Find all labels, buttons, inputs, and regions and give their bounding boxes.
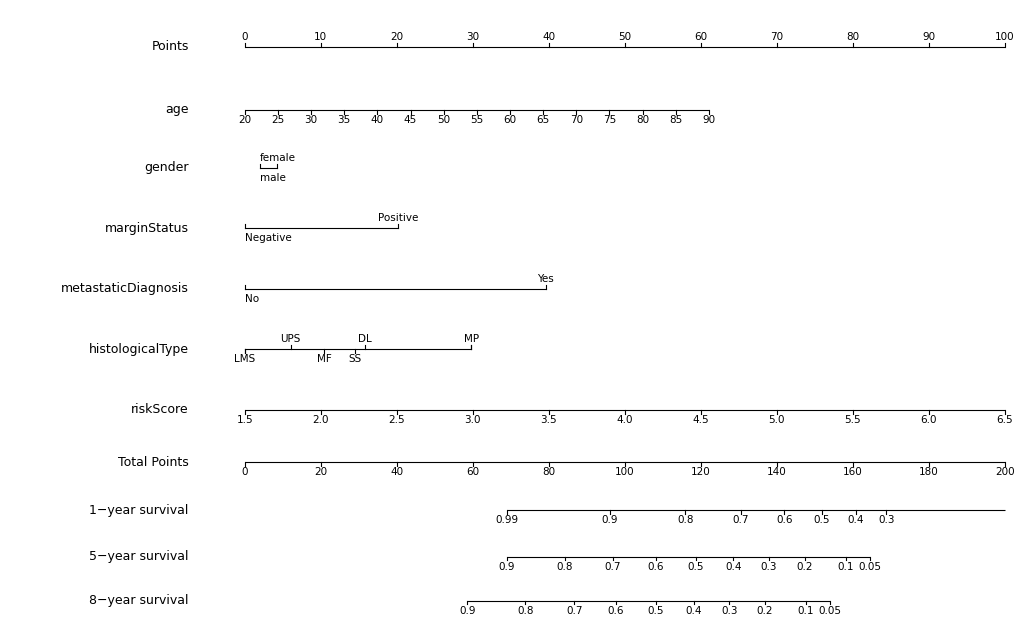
Text: 65: 65 xyxy=(536,115,549,125)
Text: 0.05: 0.05 xyxy=(858,562,880,572)
Text: 140: 140 xyxy=(766,467,786,477)
Text: 30: 30 xyxy=(305,115,317,125)
Text: Total Points: Total Points xyxy=(118,455,189,468)
Text: 0: 0 xyxy=(242,467,248,477)
Text: 80: 80 xyxy=(846,32,858,42)
Text: 85: 85 xyxy=(668,115,682,125)
Text: 100: 100 xyxy=(614,467,634,477)
Text: 75: 75 xyxy=(602,115,615,125)
Text: 120: 120 xyxy=(690,467,710,477)
Text: 70: 70 xyxy=(769,32,783,42)
Text: 40: 40 xyxy=(542,32,554,42)
Text: 3.0: 3.0 xyxy=(464,414,481,424)
Text: UPS: UPS xyxy=(280,334,301,344)
Text: 6.0: 6.0 xyxy=(919,414,936,424)
Text: 100: 100 xyxy=(994,32,1014,42)
Text: 0.8: 0.8 xyxy=(677,515,693,525)
Text: 2.0: 2.0 xyxy=(312,414,329,424)
Text: 180: 180 xyxy=(918,467,937,477)
Text: 0.7: 0.7 xyxy=(566,606,582,616)
Text: 20: 20 xyxy=(314,467,327,477)
Text: Positive: Positive xyxy=(377,213,418,223)
Text: 0.9: 0.9 xyxy=(459,606,475,616)
Text: 80: 80 xyxy=(542,467,554,477)
Text: 0.9: 0.9 xyxy=(601,515,618,525)
Text: 0.99: 0.99 xyxy=(495,515,518,525)
Text: 0.3: 0.3 xyxy=(760,562,776,572)
Text: 5.5: 5.5 xyxy=(844,414,860,424)
Text: 4.0: 4.0 xyxy=(615,414,633,424)
Text: 0.2: 0.2 xyxy=(796,562,812,572)
Text: SS: SS xyxy=(348,354,361,364)
Text: 160: 160 xyxy=(842,467,862,477)
Text: 0: 0 xyxy=(242,32,248,42)
Text: 0.5: 0.5 xyxy=(687,562,703,572)
Text: 6.5: 6.5 xyxy=(996,414,1012,424)
Text: 0.6: 0.6 xyxy=(607,606,624,616)
Text: 1−year survival: 1−year survival xyxy=(90,504,189,517)
Text: 55: 55 xyxy=(470,115,483,125)
Text: MF: MF xyxy=(317,354,331,364)
Text: DL: DL xyxy=(358,334,372,344)
Text: 35: 35 xyxy=(337,115,351,125)
Text: 3.5: 3.5 xyxy=(540,414,556,424)
Text: 30: 30 xyxy=(466,32,479,42)
Text: 50: 50 xyxy=(437,115,449,125)
Text: 0.6: 0.6 xyxy=(647,562,663,572)
Text: 80: 80 xyxy=(636,115,648,125)
Text: 0.4: 0.4 xyxy=(685,606,701,616)
Text: Points: Points xyxy=(151,40,189,53)
Text: 0.05: 0.05 xyxy=(818,606,841,616)
Text: 0.3: 0.3 xyxy=(877,515,894,525)
Text: 60: 60 xyxy=(503,115,516,125)
Text: 2.5: 2.5 xyxy=(388,414,405,424)
Text: 0.9: 0.9 xyxy=(498,562,515,572)
Text: 0.3: 0.3 xyxy=(720,606,737,616)
Text: 45: 45 xyxy=(404,115,417,125)
Text: 0.5: 0.5 xyxy=(813,515,829,525)
Text: 0.8: 0.8 xyxy=(556,562,573,572)
Text: 0.6: 0.6 xyxy=(775,515,792,525)
Text: age: age xyxy=(165,103,189,117)
Text: No: No xyxy=(245,293,259,303)
Text: 25: 25 xyxy=(271,115,284,125)
Text: 0.5: 0.5 xyxy=(647,606,663,616)
Text: 40: 40 xyxy=(390,467,403,477)
Text: 0.2: 0.2 xyxy=(756,606,772,616)
Text: 200: 200 xyxy=(994,467,1014,477)
Text: riskScore: riskScore xyxy=(131,403,189,416)
Text: 20: 20 xyxy=(390,32,403,42)
Text: 5−year survival: 5−year survival xyxy=(89,550,189,563)
Text: 90: 90 xyxy=(921,32,934,42)
Text: 60: 60 xyxy=(694,32,706,42)
Text: 0.7: 0.7 xyxy=(604,562,621,572)
Text: Yes: Yes xyxy=(537,274,553,284)
Text: 60: 60 xyxy=(466,467,479,477)
Text: 40: 40 xyxy=(371,115,383,125)
Text: 70: 70 xyxy=(570,115,582,125)
Text: 0.1: 0.1 xyxy=(837,562,853,572)
Text: 8−year survival: 8−year survival xyxy=(89,594,189,607)
Text: 0.1: 0.1 xyxy=(797,606,813,616)
Text: 50: 50 xyxy=(618,32,631,42)
Text: 0.8: 0.8 xyxy=(517,606,533,616)
Text: 5.0: 5.0 xyxy=(767,414,785,424)
Text: 10: 10 xyxy=(314,32,327,42)
Text: MP: MP xyxy=(464,334,478,344)
Text: 4.5: 4.5 xyxy=(692,414,708,424)
Text: 1.5: 1.5 xyxy=(236,414,253,424)
Text: 20: 20 xyxy=(238,115,251,125)
Text: LMS: LMS xyxy=(234,354,255,364)
Text: 0.7: 0.7 xyxy=(732,515,748,525)
Text: female: female xyxy=(260,153,296,163)
Text: 0.4: 0.4 xyxy=(847,515,863,525)
Text: Negative: Negative xyxy=(245,233,291,243)
Text: histologicalType: histologicalType xyxy=(89,343,189,356)
Text: 0.4: 0.4 xyxy=(725,562,741,572)
Text: male: male xyxy=(260,172,285,182)
Text: 90: 90 xyxy=(702,115,714,125)
Text: gender: gender xyxy=(144,161,189,174)
Text: metastaticDiagnosis: metastaticDiagnosis xyxy=(61,282,189,295)
Text: marginStatus: marginStatus xyxy=(105,222,189,234)
